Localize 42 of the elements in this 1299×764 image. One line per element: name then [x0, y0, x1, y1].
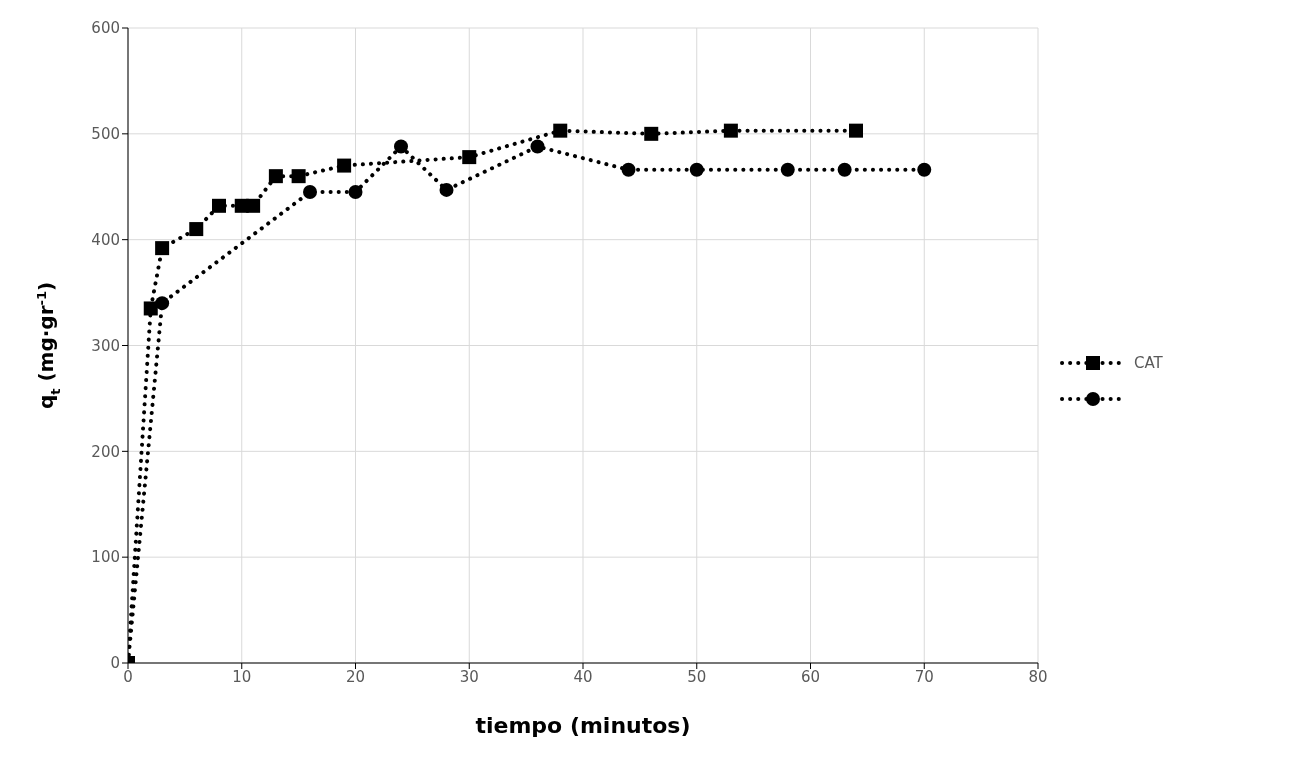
x-tick-label: 60	[800, 667, 821, 686]
point	[644, 126, 659, 141]
point	[394, 139, 408, 154]
x-axis-title: tiempo (minutos)	[475, 713, 691, 738]
x-tick-label: 80	[1028, 667, 1048, 686]
point	[246, 198, 261, 213]
y-tick-label: 0	[110, 654, 120, 673]
y-tick-label: 300	[91, 336, 120, 355]
point	[689, 162, 704, 177]
point	[212, 198, 226, 213]
point	[348, 185, 363, 200]
point	[621, 162, 636, 177]
point	[849, 123, 863, 138]
x-tick-label: 40	[573, 667, 593, 686]
point	[143, 301, 158, 316]
point	[439, 182, 454, 197]
point	[780, 162, 795, 177]
point	[268, 169, 283, 184]
y-tick-label: 600	[91, 19, 120, 38]
x-tick-label: 10	[232, 667, 252, 686]
point	[337, 158, 352, 173]
point	[155, 241, 170, 256]
x-tick-label: 20	[345, 667, 366, 686]
x-tick-label: 50	[687, 667, 707, 686]
y-tick-label: 400	[91, 230, 120, 249]
x-tick-label: 70	[914, 667, 934, 686]
point	[303, 185, 317, 200]
legend-label: CAT	[1134, 353, 1163, 372]
point	[837, 162, 852, 177]
point	[189, 222, 204, 237]
x-tick-label: 30	[459, 667, 479, 686]
y-tick-label: 100	[91, 548, 120, 567]
point	[462, 150, 477, 165]
point	[723, 123, 738, 138]
y-tick-label: 500	[91, 125, 120, 144]
y-tick-label: 200	[91, 442, 120, 461]
x-tick-label: 0	[123, 667, 133, 686]
point	[291, 169, 306, 184]
point	[917, 162, 932, 177]
point	[155, 296, 170, 311]
point	[530, 139, 545, 154]
point	[553, 123, 568, 138]
